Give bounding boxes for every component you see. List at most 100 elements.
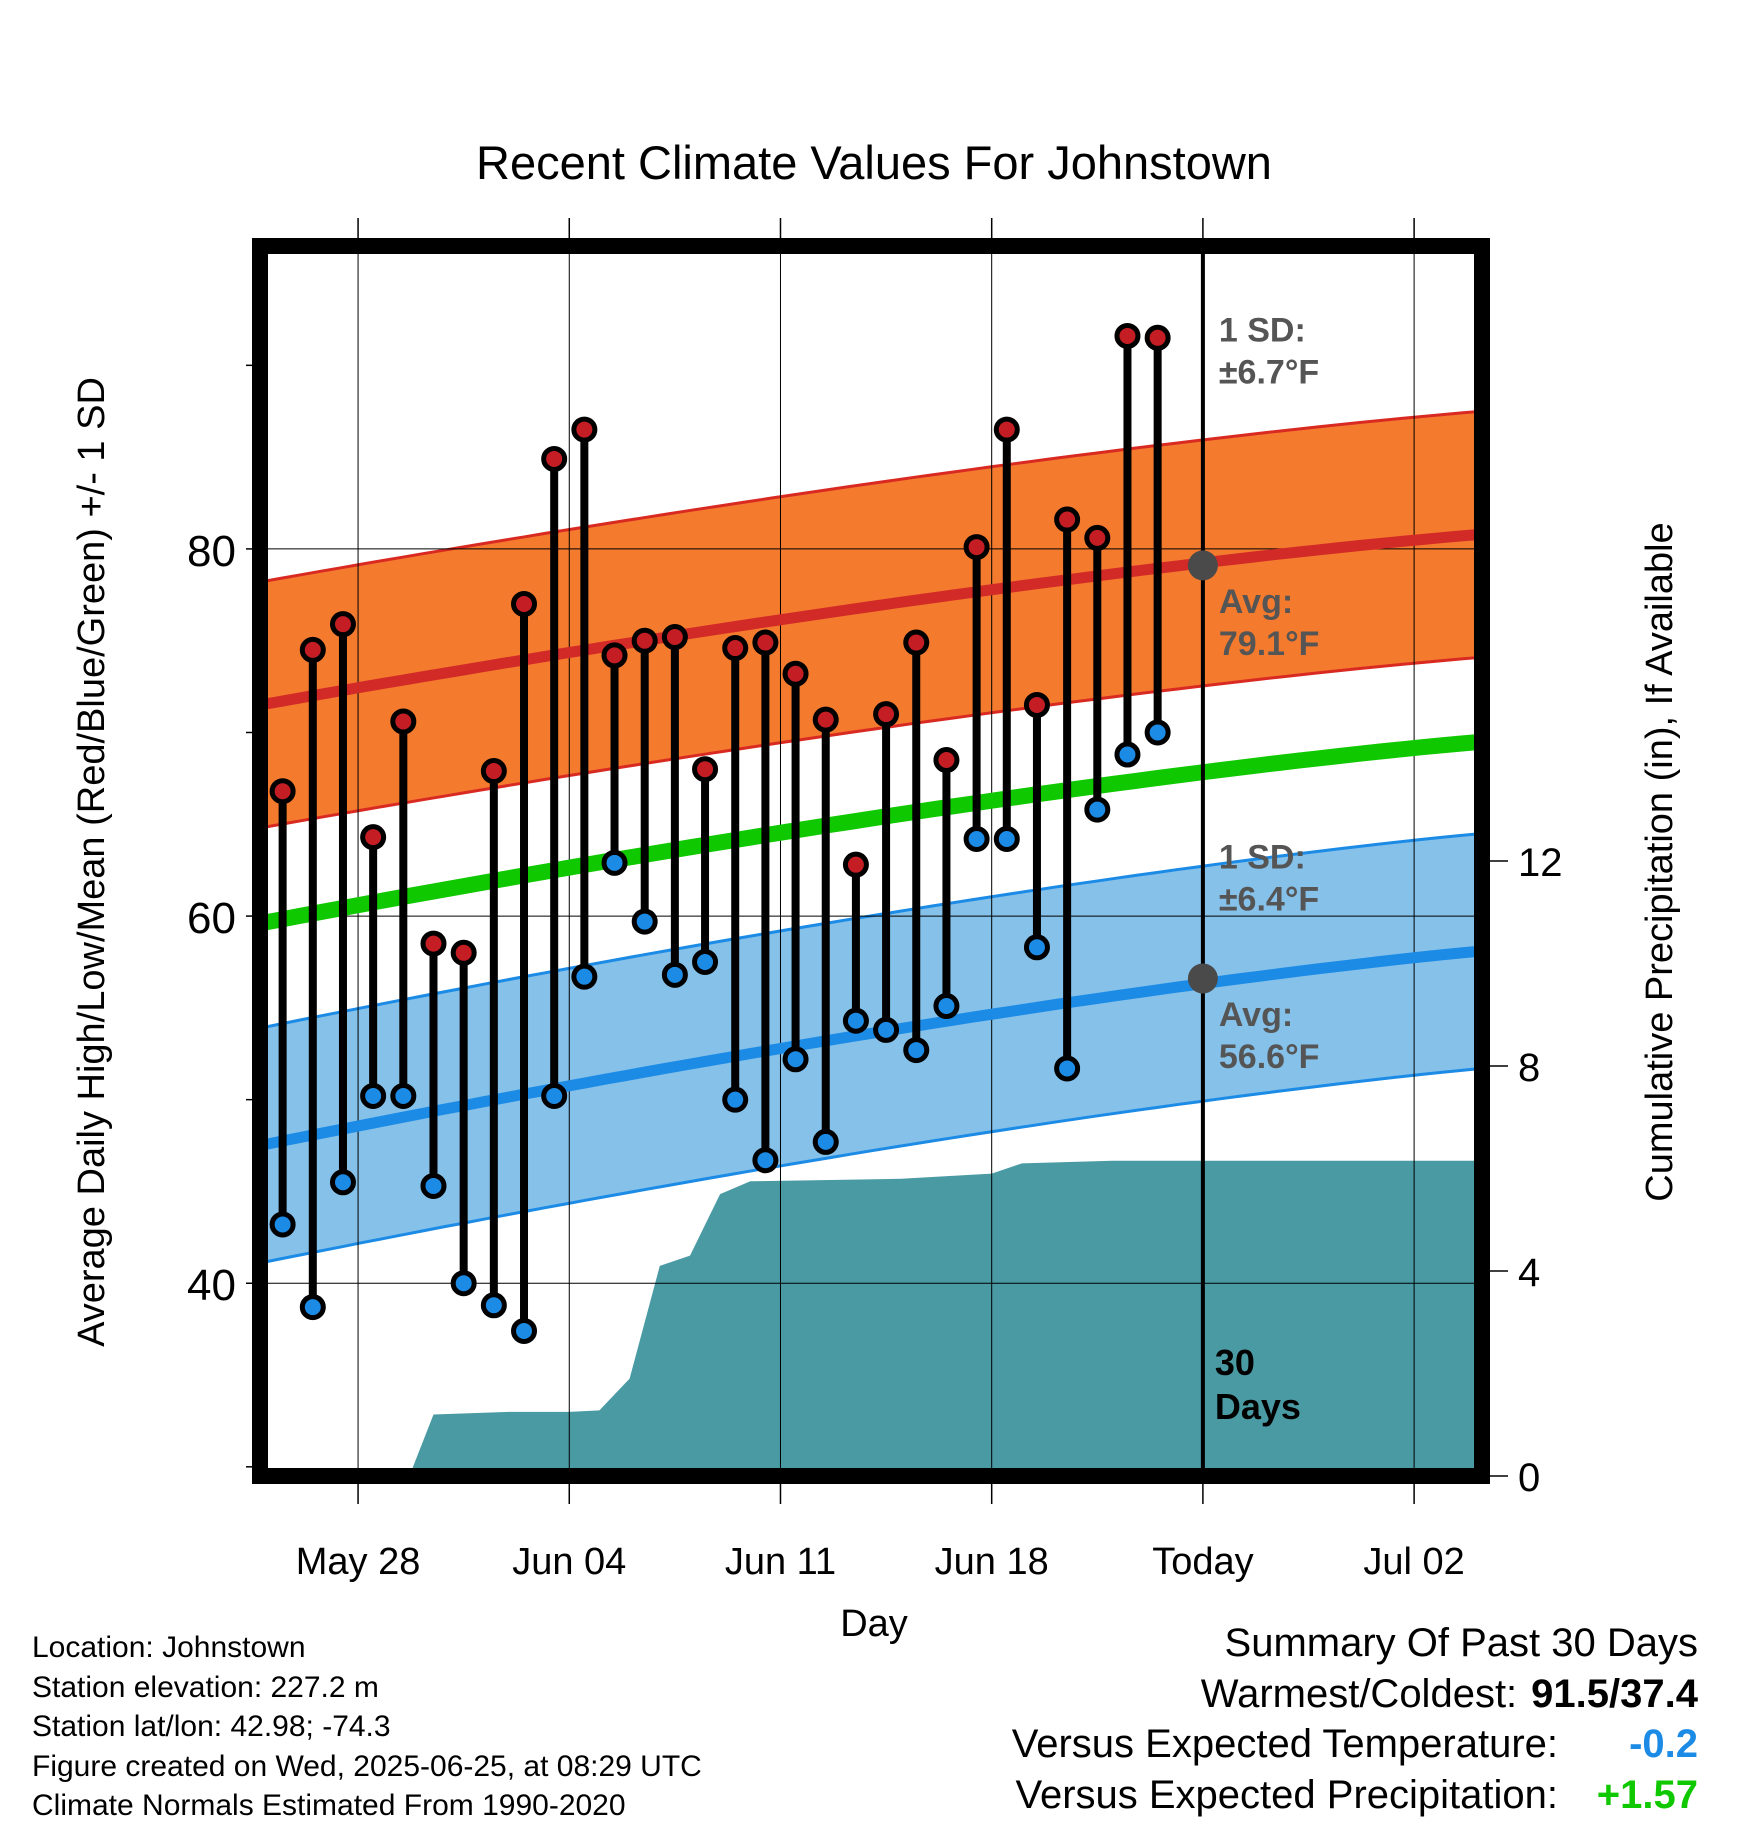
- low-point-15: [722, 1086, 749, 1113]
- high-point-19: [842, 851, 869, 878]
- high-point-29: [1144, 324, 1171, 351]
- high-point-24: [993, 416, 1020, 443]
- low-sd-label: 1 SD: ±6.4°F: [1219, 838, 1319, 918]
- high-point-25: [1023, 691, 1050, 718]
- summary-title: Summary Of Past 30 Days: [1224, 1621, 1698, 1665]
- low-point-25: [1023, 934, 1050, 961]
- high-point-17: [782, 660, 809, 687]
- high-point-5: [420, 930, 447, 957]
- low-point-29: [1144, 719, 1171, 746]
- precip-value: +1.57: [1596, 1772, 1698, 1817]
- today-days-label: 30 Days: [1215, 1342, 1301, 1427]
- high-point-16: [752, 629, 779, 656]
- warm-cold-value: 91.5/37.4: [1531, 1671, 1698, 1716]
- high-point-11: [601, 642, 628, 669]
- low-point-14: [692, 948, 719, 975]
- high-point-14: [692, 756, 719, 783]
- high-point-22: [933, 747, 960, 774]
- high-point-3: [360, 824, 387, 851]
- high-point-10: [571, 416, 598, 443]
- low-point-7: [480, 1292, 507, 1319]
- warm-cold-label: Warmest/Coldest:: [1200, 1671, 1518, 1716]
- y-tick-label-1: 60: [187, 894, 236, 943]
- elevation-text: Station elevation: 227.2 m: [32, 1670, 379, 1704]
- low-point-0: [269, 1211, 296, 1238]
- y2-tick-label-1: 4: [1518, 1251, 1540, 1295]
- y-tick-label-2: 80: [187, 527, 236, 576]
- low-point-13: [661, 961, 688, 988]
- summary-temp-row: Versus Expected Temperature: -0.2: [1012, 1719, 1698, 1770]
- summary-panel: Summary Of Past 30 Days Warmest/Coldest:…: [1012, 1618, 1698, 1820]
- x-tick-label-3: Jun 18: [935, 1541, 1049, 1583]
- low-point-27: [1084, 796, 1111, 823]
- precip-label: Versus Expected Precipitation:: [1015, 1772, 1558, 1817]
- low-point-3: [360, 1082, 387, 1109]
- low-point-1: [299, 1294, 326, 1321]
- temp-label: Versus Expected Temperature:: [1011, 1722, 1558, 1766]
- high-avg-label: Avg: 79.1°F: [1219, 583, 1320, 663]
- low-point-18: [812, 1128, 839, 1155]
- low-point-26: [1054, 1055, 1081, 1082]
- created-text: Figure created on Wed, 2025-06-25, at 08…: [32, 1749, 702, 1783]
- x-tick-label-5: Jul 02: [1363, 1541, 1464, 1583]
- low-point-2: [329, 1169, 356, 1196]
- low-point-23: [963, 825, 990, 852]
- x-tick-label-2: Jun 11: [725, 1541, 836, 1583]
- summary-precip-row: Versus Expected Precipitation: +1.57: [1012, 1770, 1698, 1821]
- normals-text: Climate Normals Estimated From 1990-2020: [32, 1789, 626, 1822]
- latlon-text: Station lat/lon: 42.98; -74.3: [32, 1710, 391, 1743]
- high-point-1: [299, 636, 326, 663]
- high-point-0: [269, 778, 296, 805]
- avg-high-line: [260, 528, 1482, 711]
- y2-tick-label-2: 8: [1518, 1046, 1540, 1090]
- high-point-23: [963, 534, 990, 561]
- low-point-10: [571, 963, 598, 990]
- high-point-2: [329, 611, 356, 638]
- high-sd-lower-line: [260, 655, 1482, 830]
- precip-area: [409, 1160, 1482, 1476]
- low-point-21: [903, 1037, 930, 1064]
- summary-warm-cold-row: Warmest/Coldest: 91.5/37.4: [1012, 1669, 1698, 1720]
- y2-axis-label: Cumulative Precipitation (in), If Availa…: [1639, 522, 1681, 1201]
- y-tick-label-0: 40: [187, 1261, 236, 1310]
- high-sd-upper-line: [260, 409, 1482, 584]
- low-point-24: [993, 825, 1020, 852]
- high-point-12: [631, 627, 658, 654]
- low-point-22: [933, 993, 960, 1020]
- high-point-15: [722, 635, 749, 662]
- low-point-16: [752, 1147, 779, 1174]
- x-tick-label-1: Jun 04: [512, 1541, 626, 1583]
- low-point-20: [873, 1016, 900, 1043]
- temp-value: -0.2: [1629, 1722, 1698, 1766]
- low-point-17: [782, 1046, 809, 1073]
- high-point-26: [1054, 506, 1081, 533]
- low-point-28: [1114, 741, 1141, 768]
- high-point-13: [661, 624, 688, 651]
- station-info: Location: Johnstown Station elevation: 2…: [32, 1628, 702, 1826]
- high-point-8: [511, 590, 538, 617]
- plot-area: [260, 246, 1482, 1476]
- chart-title: Recent Climate Values For Johnstown: [476, 136, 1272, 189]
- low-point-19: [842, 1007, 869, 1034]
- low-point-11: [601, 849, 628, 876]
- high-sd-label: 1 SD: ±6.7°F: [1219, 311, 1319, 391]
- mean-normal-line: [260, 733, 1482, 932]
- high-point-27: [1084, 524, 1111, 551]
- today-high-avg-marker: [1187, 550, 1218, 581]
- x-axis-label: Day: [840, 1603, 908, 1645]
- y-axis-label: Average Daily High/Low/Mean (Red/Blue/Gr…: [71, 377, 113, 1347]
- low-point-12: [631, 908, 658, 935]
- low-avg-label: Avg: 56.6°F: [1219, 996, 1320, 1076]
- high-point-20: [873, 701, 900, 728]
- y2-tick-label-0: 0: [1518, 1456, 1540, 1500]
- low-sd-band: [260, 833, 1482, 1263]
- high-point-9: [541, 445, 568, 472]
- high-point-28: [1114, 322, 1141, 349]
- high-point-7: [480, 758, 507, 785]
- high-point-21: [903, 629, 930, 656]
- today-low-avg-marker: [1187, 963, 1218, 994]
- low-point-4: [390, 1082, 417, 1109]
- low-point-9: [541, 1082, 568, 1109]
- high-point-6: [450, 939, 477, 966]
